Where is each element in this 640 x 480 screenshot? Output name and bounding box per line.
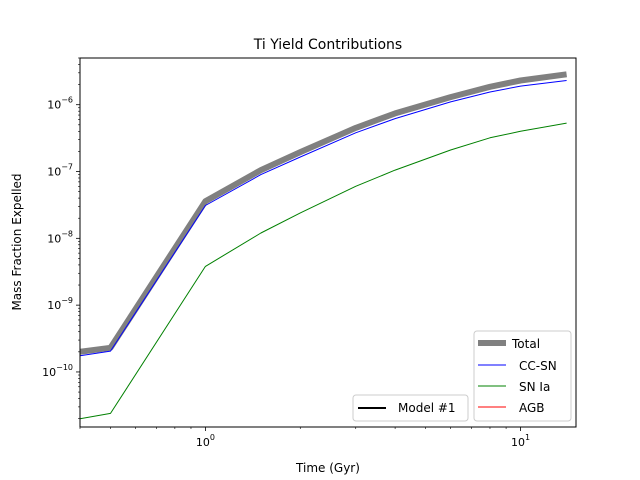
chart-title: Ti Yield Contributions (253, 37, 402, 53)
y-tick-label: 10−10 (42, 363, 73, 379)
y-tick-label: 10−7 (47, 163, 73, 179)
series-line-sn-ia (80, 122, 567, 420)
y-tick-label: 10−9 (47, 296, 73, 312)
y-tick-label: 10−6 (47, 96, 73, 112)
series-line-cc-sn (80, 80, 567, 357)
plot-frame (79, 57, 577, 428)
x-tick-label: 100 (196, 433, 215, 449)
legend-label-agb: AGB (519, 401, 545, 415)
legend-label-total: Total (511, 337, 540, 351)
legend-model: Model #1 (352, 394, 469, 422)
legend-label-snia: SN Ia (519, 380, 550, 394)
x-tick-label: 101 (511, 433, 530, 449)
ticks-layer: 100 101 10−10 10−9 10−8 10−7 10−6 (42, 57, 530, 449)
y-tick-label: 10−8 (47, 229, 73, 245)
legend-main-box (473, 330, 572, 422)
series-line-total (80, 71, 567, 355)
y-axis-label: Mass Fraction Expelled (10, 173, 24, 310)
legend-label-model: Model #1 (398, 401, 456, 415)
series-layer (80, 71, 567, 420)
legend-model-box (352, 394, 469, 422)
legend-main: Total CC-SN SN Ia AGB (473, 330, 572, 422)
legend-label-ccsn: CC-SN (519, 359, 557, 373)
x-axis-label: Time (Gyr) (295, 461, 360, 475)
